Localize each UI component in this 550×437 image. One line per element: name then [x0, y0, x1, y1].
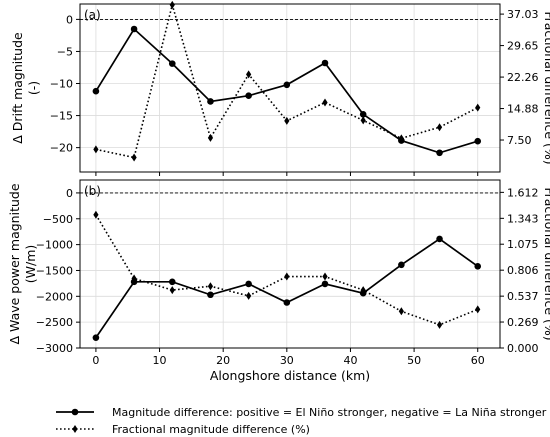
data-point-magnitude	[168, 60, 176, 67]
x-tick-label: 10	[153, 354, 167, 367]
x-tick-label: 40	[343, 354, 357, 367]
y2-tick-label: 0.000	[507, 342, 539, 355]
x-tick-label: 20	[216, 354, 230, 367]
y2-tick-label: 0.806	[507, 264, 539, 277]
y-tick-label: −500	[43, 213, 73, 226]
data-point-fractional	[207, 133, 214, 142]
y-tick-label: −10	[50, 78, 73, 91]
data-point-magnitude	[321, 280, 329, 288]
y2-tick-label: 7.50	[507, 134, 532, 147]
x-tick-label: 50	[407, 354, 421, 367]
plot-frame	[79, 3, 501, 173]
data-point-fractional	[475, 103, 481, 112]
x-tick-label: 60	[471, 354, 485, 367]
legend: Magnitude difference: positive = El Niño…	[56, 406, 547, 436]
data-point-magnitude	[92, 334, 100, 341]
y2-tick-label: 1.075	[507, 238, 539, 251]
y2-tick-label: 1.612	[507, 186, 539, 199]
legend-label-fractional: Fractional magnitude difference (%)	[112, 423, 310, 436]
y-tick-label: −1500	[36, 264, 73, 277]
data-point-magnitude	[168, 278, 176, 286]
y-tick-label: −3000	[36, 342, 73, 355]
data-point-fractional	[398, 134, 404, 143]
y-tick-label: 0	[66, 13, 73, 26]
data-point-fractional	[131, 274, 137, 283]
data-point-fractional	[436, 320, 443, 329]
data-point-magnitude	[359, 110, 367, 118]
data-point-magnitude	[130, 25, 138, 33]
data-point-fractional	[284, 272, 290, 281]
data-point-fractional	[246, 70, 252, 79]
data-point-magnitude	[245, 280, 252, 288]
legend-label-magnitude: Magnitude difference: positive = El Niño…	[112, 406, 547, 419]
y-tick-label: −2500	[36, 316, 73, 329]
panel-a: 0 −5 −10 −15 −20 37.03 29.65 22.26 14.88 7.50 (a) Δ…	[10, 0, 550, 176]
data-point-magnitude	[474, 137, 482, 145]
y-axis-label-line: Δ Wave power magnitude	[7, 183, 22, 344]
y2-tick-label: 37.03	[507, 8, 539, 21]
y-tick-label: −5	[57, 45, 73, 58]
y-tick-label: −15	[50, 110, 73, 123]
data-point-fractional	[93, 145, 99, 154]
y2-tick-label: 0.537	[507, 290, 539, 303]
y2-axis-label: Fractional difference (%)	[542, 187, 550, 340]
y-axis-label-line: Δ Drift magnitude	[10, 32, 25, 144]
data-point-fractional	[246, 291, 252, 300]
y2-tick-label: 29.65	[507, 40, 539, 53]
data-point-magnitude	[398, 261, 405, 269]
x-axis-label: Alongshore distance (km)	[210, 368, 370, 383]
data-point-magnitude	[436, 149, 443, 157]
panel-b: 0 −500 −1000 −1500 −2000 −2500 −3000 1.612 1.343…	[7, 179, 550, 383]
series-line-fractional	[95, 214, 479, 326]
data-point-fractional	[284, 116, 290, 125]
data-point-fractional	[131, 153, 137, 162]
data-point-fractional	[475, 305, 481, 314]
panel-label: (b)	[84, 184, 101, 198]
data-point-fractional	[169, 0, 175, 9]
y-axis-label: Δ Wave power magnitude(W/m)	[7, 183, 38, 344]
y2-tick-label: 1.343	[507, 212, 539, 225]
data-point-magnitude	[245, 92, 252, 99]
data-point-magnitude	[321, 59, 329, 67]
data-point-magnitude	[207, 291, 214, 299]
data-point-magnitude	[207, 98, 214, 105]
y2-tick-label: 14.88	[507, 103, 539, 116]
data-point-magnitude	[436, 235, 443, 243]
data-point-fractional	[322, 272, 328, 281]
data-point-fractional	[169, 286, 175, 295]
y-tick-label: 0	[66, 187, 73, 200]
y-tick-label: −1000	[36, 239, 73, 252]
data-point-fractional	[322, 98, 328, 107]
y-axis-label: Δ Drift magnitude(-)	[10, 32, 41, 144]
y2-tick-label: 0.269	[507, 316, 539, 329]
legend-circle-marker	[71, 408, 79, 416]
y-tick-label: −20	[50, 142, 73, 155]
plot-frame	[79, 179, 501, 349]
y-axis-label-line: (-)	[26, 81, 41, 95]
y2-axis-label: Fractional difference (%)	[542, 11, 550, 164]
data-point-fractional	[207, 282, 214, 291]
data-point-magnitude	[474, 263, 482, 270]
y-tick-label: −2000	[36, 290, 73, 303]
y-axis-label-line: (W/m)	[23, 245, 38, 284]
data-point-magnitude	[283, 299, 291, 306]
data-point-fractional	[360, 286, 366, 295]
data-point-fractional	[398, 307, 404, 316]
data-point-fractional	[93, 210, 99, 219]
legend-diamond-marker	[72, 425, 78, 433]
data-point-fractional	[436, 123, 443, 132]
x-tick-label: 0	[92, 354, 99, 367]
data-point-magnitude	[283, 81, 291, 89]
panel-label: (a)	[84, 8, 101, 22]
x-tick-label: 30	[280, 354, 294, 367]
data-point-magnitude	[92, 87, 100, 95]
data-point-fractional	[360, 116, 366, 125]
y2-tick-label: 22.26	[507, 71, 539, 84]
